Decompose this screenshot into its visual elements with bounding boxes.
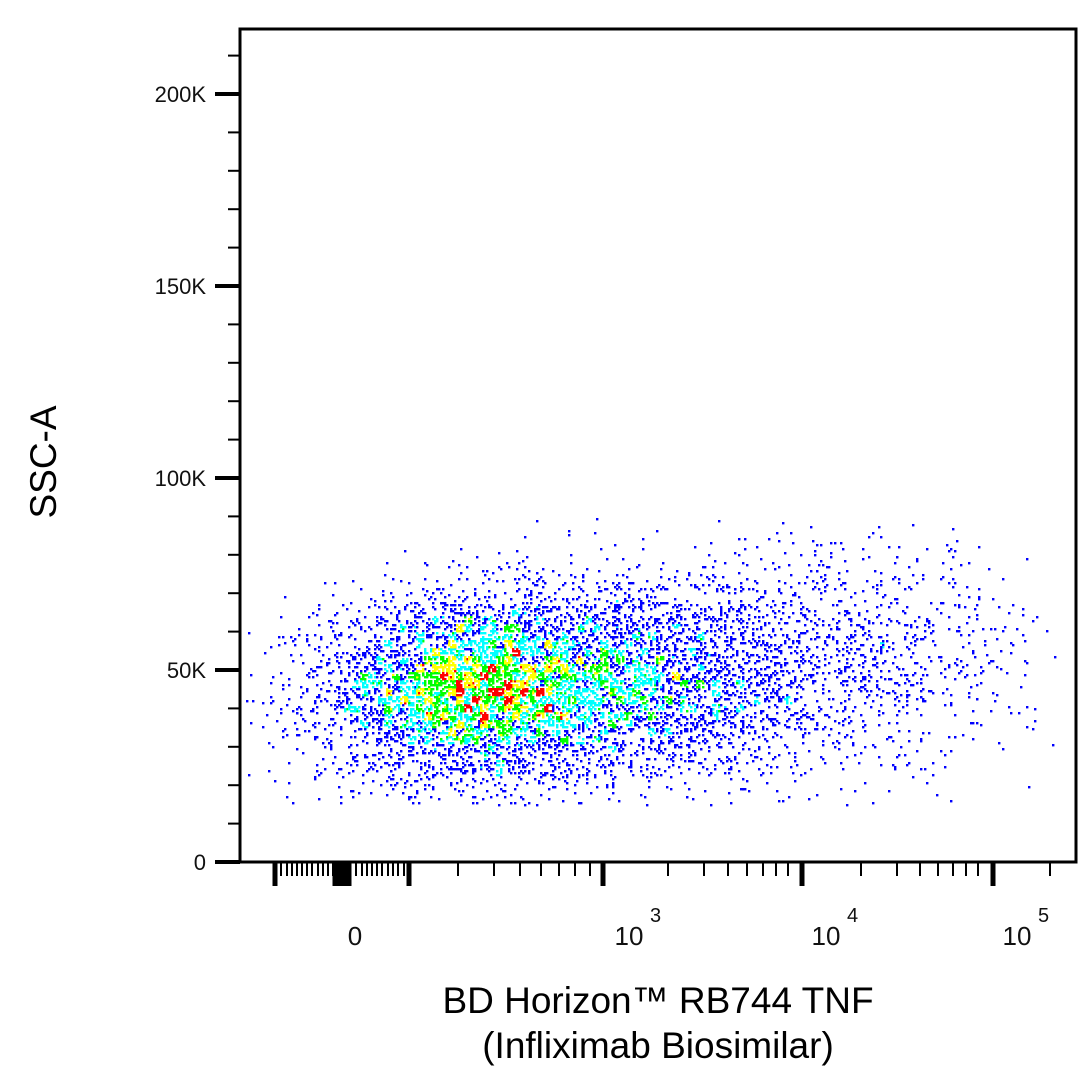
x-axis: 0 103 104 105 [272,862,1051,951]
x-axis-title-line1: BD Horizon™ RB744 TNF [442,980,874,1021]
y-tick-label: 150K [155,274,207,299]
y-tick-label: 50K [167,658,206,683]
y-tick-label: 0 [194,850,206,875]
y-tick-label: 100K [155,466,207,491]
y-axis-title: SSC-A [23,405,64,519]
x-tick-label: 104 [812,905,859,951]
x-tick-label: 105 [1003,905,1050,951]
x-axis-title-line2: (Infliximab Biosimilar) [482,1025,834,1066]
x-axis-title: BD Horizon™ RB744 TNF (Infliximab Biosim… [240,978,1076,1068]
event-dots [246,518,1057,807]
x-tick-label: 103 [615,905,662,951]
plot-frame [238,27,1078,864]
y-tick-label: 200K [155,82,207,107]
x-tick-label: 0 [348,921,362,951]
y-axis: 0 50K 100K 150K 200K [155,54,240,875]
